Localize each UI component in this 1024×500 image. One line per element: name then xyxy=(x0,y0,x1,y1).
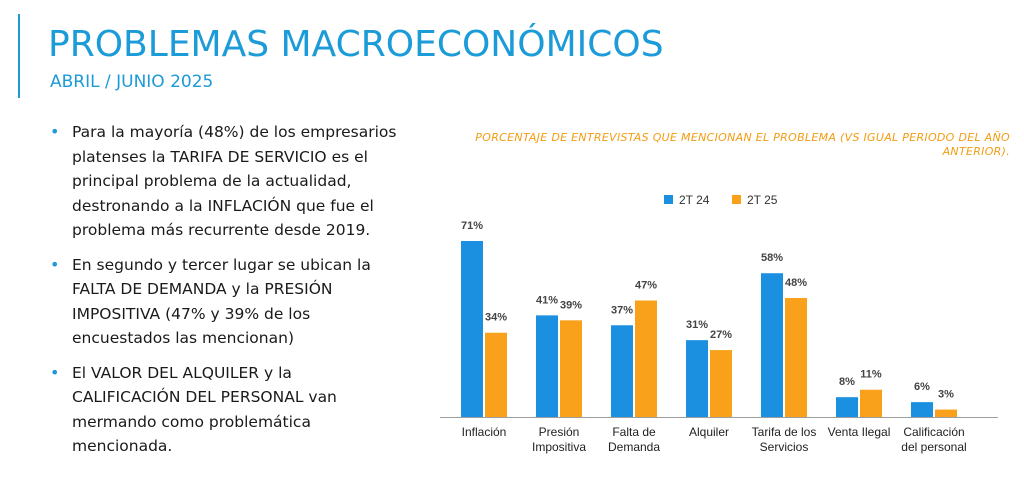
bar-s1-3 xyxy=(611,325,633,417)
bar-chart: 2T 24 2T 25 71% 34% Inflación 41% 39% PresiónIm… xyxy=(440,193,998,454)
category-label-2: Presión xyxy=(539,425,580,439)
title-accent-bar xyxy=(18,14,20,98)
value-label-s2-3: 47% xyxy=(635,279,657,291)
category-label-3: Demanda xyxy=(608,440,660,454)
bar-s1-1 xyxy=(461,241,483,417)
value-label-s1-1: 71% xyxy=(461,220,483,232)
category-label-1: Inflación xyxy=(462,425,507,439)
bullet-item: • El VALOR DEL ALQUILER y la CALIFICACIÓN… xyxy=(48,361,400,459)
legend-label-1: 2T 24 xyxy=(679,193,710,207)
page-subtitle: ABRIL / JUNIO 2025 xyxy=(50,72,214,92)
chart-title: PORCENTAJE DE ENTREVISTAS QUE MENCIONAN … xyxy=(475,131,1010,158)
category-label-4: Alquiler xyxy=(689,425,729,439)
page-title: PROBLEMAS MACROECONÓMICOS xyxy=(48,24,664,65)
bullet-dot-icon: • xyxy=(50,362,60,382)
bullet-item: • Para la mayoría (48%) de los empresario… xyxy=(48,120,400,243)
bar-s2-3 xyxy=(635,300,657,417)
category-label-5: Servicios xyxy=(760,440,809,454)
value-label-s1-3: 37% xyxy=(611,304,633,316)
bar-s1-4 xyxy=(686,340,708,417)
bar-s1-5 xyxy=(761,273,783,417)
category-label-7: Calificación xyxy=(903,425,964,439)
bar-s1-2 xyxy=(536,315,558,417)
value-label-s1-6: 8% xyxy=(839,376,855,388)
bullet-list: • Para la mayoría (48%) de los empresario… xyxy=(48,120,400,469)
value-label-s1-5: 58% xyxy=(761,252,783,264)
bar-s2-1 xyxy=(485,332,507,417)
category-label-3: Falta de xyxy=(612,425,656,439)
value-label-s2-6: 11% xyxy=(860,369,882,381)
value-label-s2-7: 3% xyxy=(938,389,954,401)
bullet-text: Para la mayoría (48%) de los empresarios… xyxy=(72,123,397,239)
bullet-dot-icon: • xyxy=(50,122,60,141)
bar-s2-5 xyxy=(785,298,807,417)
bar-s2-2 xyxy=(560,320,582,417)
bar-s2-4 xyxy=(710,350,732,417)
value-label-s1-4: 31% xyxy=(686,319,708,331)
bullet-text: El VALOR DEL ALQUILER y la CALIFICACIÓN … xyxy=(72,363,337,456)
value-label-s1-7: 6% xyxy=(914,381,930,393)
value-label-s2-2: 39% xyxy=(560,299,582,311)
legend-swatch-1 xyxy=(664,195,673,204)
category-label-5: Tarifa de los xyxy=(752,425,817,439)
legend-label-2: 2T 25 xyxy=(747,193,778,207)
bullet-text: En segundo y tercer lugar se ubican la F… xyxy=(72,255,371,348)
bar-s2-6 xyxy=(860,389,882,417)
bar-s1-6 xyxy=(836,397,858,417)
value-label-s2-1: 34% xyxy=(485,312,507,324)
bar-s1-7 xyxy=(911,402,933,417)
value-label-s2-5: 48% xyxy=(785,277,807,289)
bar-s2-7 xyxy=(935,409,957,417)
category-label-6: Venta Ilegal xyxy=(828,425,891,439)
bullet-item: • En segundo y tercer lugar se ubican la … xyxy=(48,253,400,351)
value-label-s1-2: 41% xyxy=(536,294,558,306)
bullet-dot-icon: • xyxy=(50,254,60,274)
legend-swatch-2 xyxy=(732,195,741,204)
category-label-7: del personal xyxy=(901,440,966,454)
category-label-2: Impositiva xyxy=(532,440,586,454)
value-label-s2-4: 27% xyxy=(710,329,732,341)
